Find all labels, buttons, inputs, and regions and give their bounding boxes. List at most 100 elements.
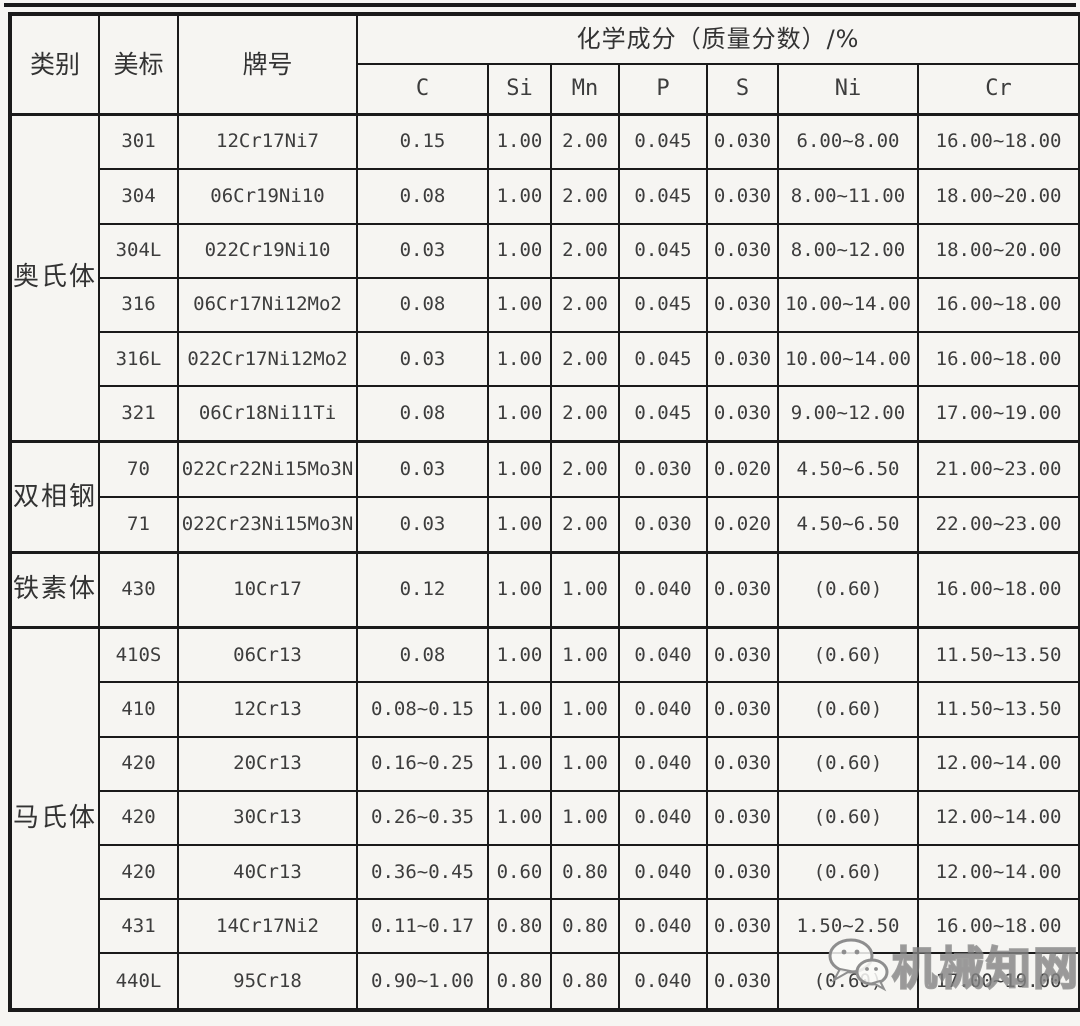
header-category: 类别	[9, 13, 100, 115]
si-cell: 1.00	[487, 625, 552, 684]
cr-cell: 16.00~18.00	[916, 898, 1080, 955]
ni-cell: (0.60)	[777, 550, 919, 629]
us-standard-cell: 420	[98, 735, 179, 792]
us-standard-cell: 420	[98, 789, 179, 846]
p-cell: 0.040	[618, 843, 708, 901]
mn-cell: 1.00	[550, 789, 620, 846]
ni-cell: (0.60)	[777, 789, 919, 846]
p-cell: 0.040	[618, 952, 708, 1011]
c-cell: 0.08	[356, 168, 489, 225]
p-cell: 0.045	[618, 222, 708, 279]
c-cell: 0.08	[356, 625, 489, 684]
s-cell: 0.030	[706, 330, 779, 388]
table-row: 316L 022Cr17Ni12Mo2 0.03 1.00 2.00 0.045…	[10, 330, 1080, 388]
us-standard-cell: 420	[98, 843, 179, 901]
si-cell: 1.00	[487, 681, 552, 738]
c-cell: 0.08	[356, 276, 489, 333]
ni-cell: 8.00~12.00	[777, 222, 919, 279]
mn-cell: 2.00	[550, 495, 620, 554]
p-cell: 0.040	[618, 625, 708, 684]
si-cell: 1.00	[487, 222, 552, 279]
header-element-s: S	[706, 63, 779, 115]
cr-cell: 16.00~18.00	[916, 550, 1080, 629]
s-cell: 0.030	[706, 276, 779, 333]
table-row: 奥氏体 301 12Cr17Ni7 0.15 1.00 2.00 0.045 0…	[9, 112, 1080, 443]
us-standard-cell: 70	[98, 439, 179, 498]
cr-cell: 11.50~13.50	[916, 681, 1080, 738]
mn-cell: 1.00	[550, 735, 620, 792]
si-cell: 0.80	[487, 952, 552, 1011]
mn-cell: 0.80	[550, 952, 620, 1011]
p-cell: 0.045	[618, 112, 708, 171]
c-cell: 0.16~0.25	[356, 735, 489, 792]
c-cell: 0.08~0.15	[356, 681, 489, 738]
si-cell: 1.00	[487, 439, 552, 498]
si-cell: 1.00	[487, 735, 552, 792]
s-cell: 0.020	[706, 495, 779, 554]
cr-cell: 16.00~18.00	[916, 112, 1080, 171]
mn-cell: 2.00	[550, 222, 620, 279]
table-row: 410 12Cr13 0.08~0.15 1.00 1.00 0.040 0.0…	[10, 681, 1080, 738]
si-cell: 0.80	[487, 898, 552, 955]
c-cell: 0.11~0.17	[356, 898, 489, 955]
table-row: 420 40Cr13 0.36~0.45 0.60 0.80 0.040 0.0…	[10, 843, 1080, 901]
grade-cell: 06Cr17Ni12Mo2	[177, 276, 358, 333]
cr-cell: 12.00~14.00	[916, 789, 1080, 846]
header-element-mn: Mn	[550, 63, 620, 115]
si-cell: 1.00	[487, 385, 552, 443]
grade-cell: 022Cr23Ni15Mo3N	[177, 495, 358, 554]
header-element-c: C	[356, 63, 489, 115]
scan-artifact-line	[4, 3, 1076, 7]
us-standard-cell: 410	[98, 681, 179, 738]
us-standard-cell: 431	[98, 898, 179, 955]
table-row: 双相钢 70 022Cr22Ni15Mo3N 0.03 1.00 2.00 0.…	[9, 439, 1080, 554]
header-element-ni: Ni	[777, 63, 919, 115]
p-cell: 0.040	[618, 735, 708, 792]
table-row: 440L 95Cr18 0.90~1.00 0.80 0.80 0.040 0.…	[10, 952, 1080, 1011]
mn-cell: 0.80	[550, 898, 620, 955]
us-standard-cell: 316L	[98, 330, 179, 388]
p-cell: 0.045	[618, 385, 708, 443]
grade-cell: 40Cr13	[177, 843, 358, 901]
table-row: 铁素体 430 10Cr17 0.12 1.00 1.00 0.040 0.03…	[9, 550, 1080, 629]
category-cell-duplex: 双相钢	[9, 440, 100, 554]
ni-cell: 4.50~6.50	[777, 439, 919, 498]
p-cell: 0.045	[618, 330, 708, 388]
mn-cell: 1.00	[550, 681, 620, 738]
grade-cell: 20Cr13	[177, 735, 358, 792]
header-element-cr: Cr	[916, 63, 1080, 115]
grade-cell: 10Cr17	[177, 550, 358, 629]
s-cell: 0.030	[706, 550, 779, 629]
ni-cell: (0.60)	[777, 952, 919, 1011]
header-us-standard: 美标	[98, 13, 179, 115]
c-cell: 0.03	[356, 222, 489, 279]
ni-cell: (0.60)	[777, 843, 919, 901]
table-row: 420 30Cr13 0.26~0.35 1.00 1.00 0.040 0.0…	[10, 789, 1080, 846]
header-row-1: 类别 美标 牌号 化学成分（质量分数）/%	[9, 13, 1080, 115]
us-standard-cell: 301	[98, 112, 179, 171]
grade-cell: 14Cr17Ni2	[177, 898, 358, 955]
c-cell: 0.03	[356, 330, 489, 388]
us-standard-cell: 410S	[98, 625, 179, 684]
mn-cell: 0.80	[550, 843, 620, 901]
si-cell: 1.00	[487, 276, 552, 333]
grade-cell: 95Cr18	[177, 952, 358, 1011]
p-cell: 0.040	[618, 550, 708, 629]
grade-cell: 06Cr18Ni11Ti	[177, 385, 358, 443]
c-cell: 0.03	[356, 439, 489, 498]
s-cell: 0.030	[706, 952, 779, 1011]
ni-cell: 8.00~11.00	[777, 168, 919, 225]
us-standard-cell: 304	[98, 168, 179, 225]
header-row-2: C Si Mn P S Ni Cr	[10, 63, 1080, 115]
p-cell: 0.040	[618, 789, 708, 846]
si-cell: 1.00	[487, 495, 552, 554]
s-cell: 0.020	[706, 439, 779, 498]
ni-cell: (0.60)	[777, 735, 919, 792]
s-cell: 0.030	[706, 625, 779, 684]
grade-cell: 30Cr13	[177, 789, 358, 846]
category-cell-austenite: 奥氏体	[9, 112, 100, 443]
c-cell: 0.08	[356, 385, 489, 443]
table-row: 420 20Cr13 0.16~0.25 1.00 1.00 0.040 0.0…	[10, 735, 1080, 792]
us-standard-cell: 316	[98, 276, 179, 333]
mn-cell: 1.00	[550, 550, 620, 629]
